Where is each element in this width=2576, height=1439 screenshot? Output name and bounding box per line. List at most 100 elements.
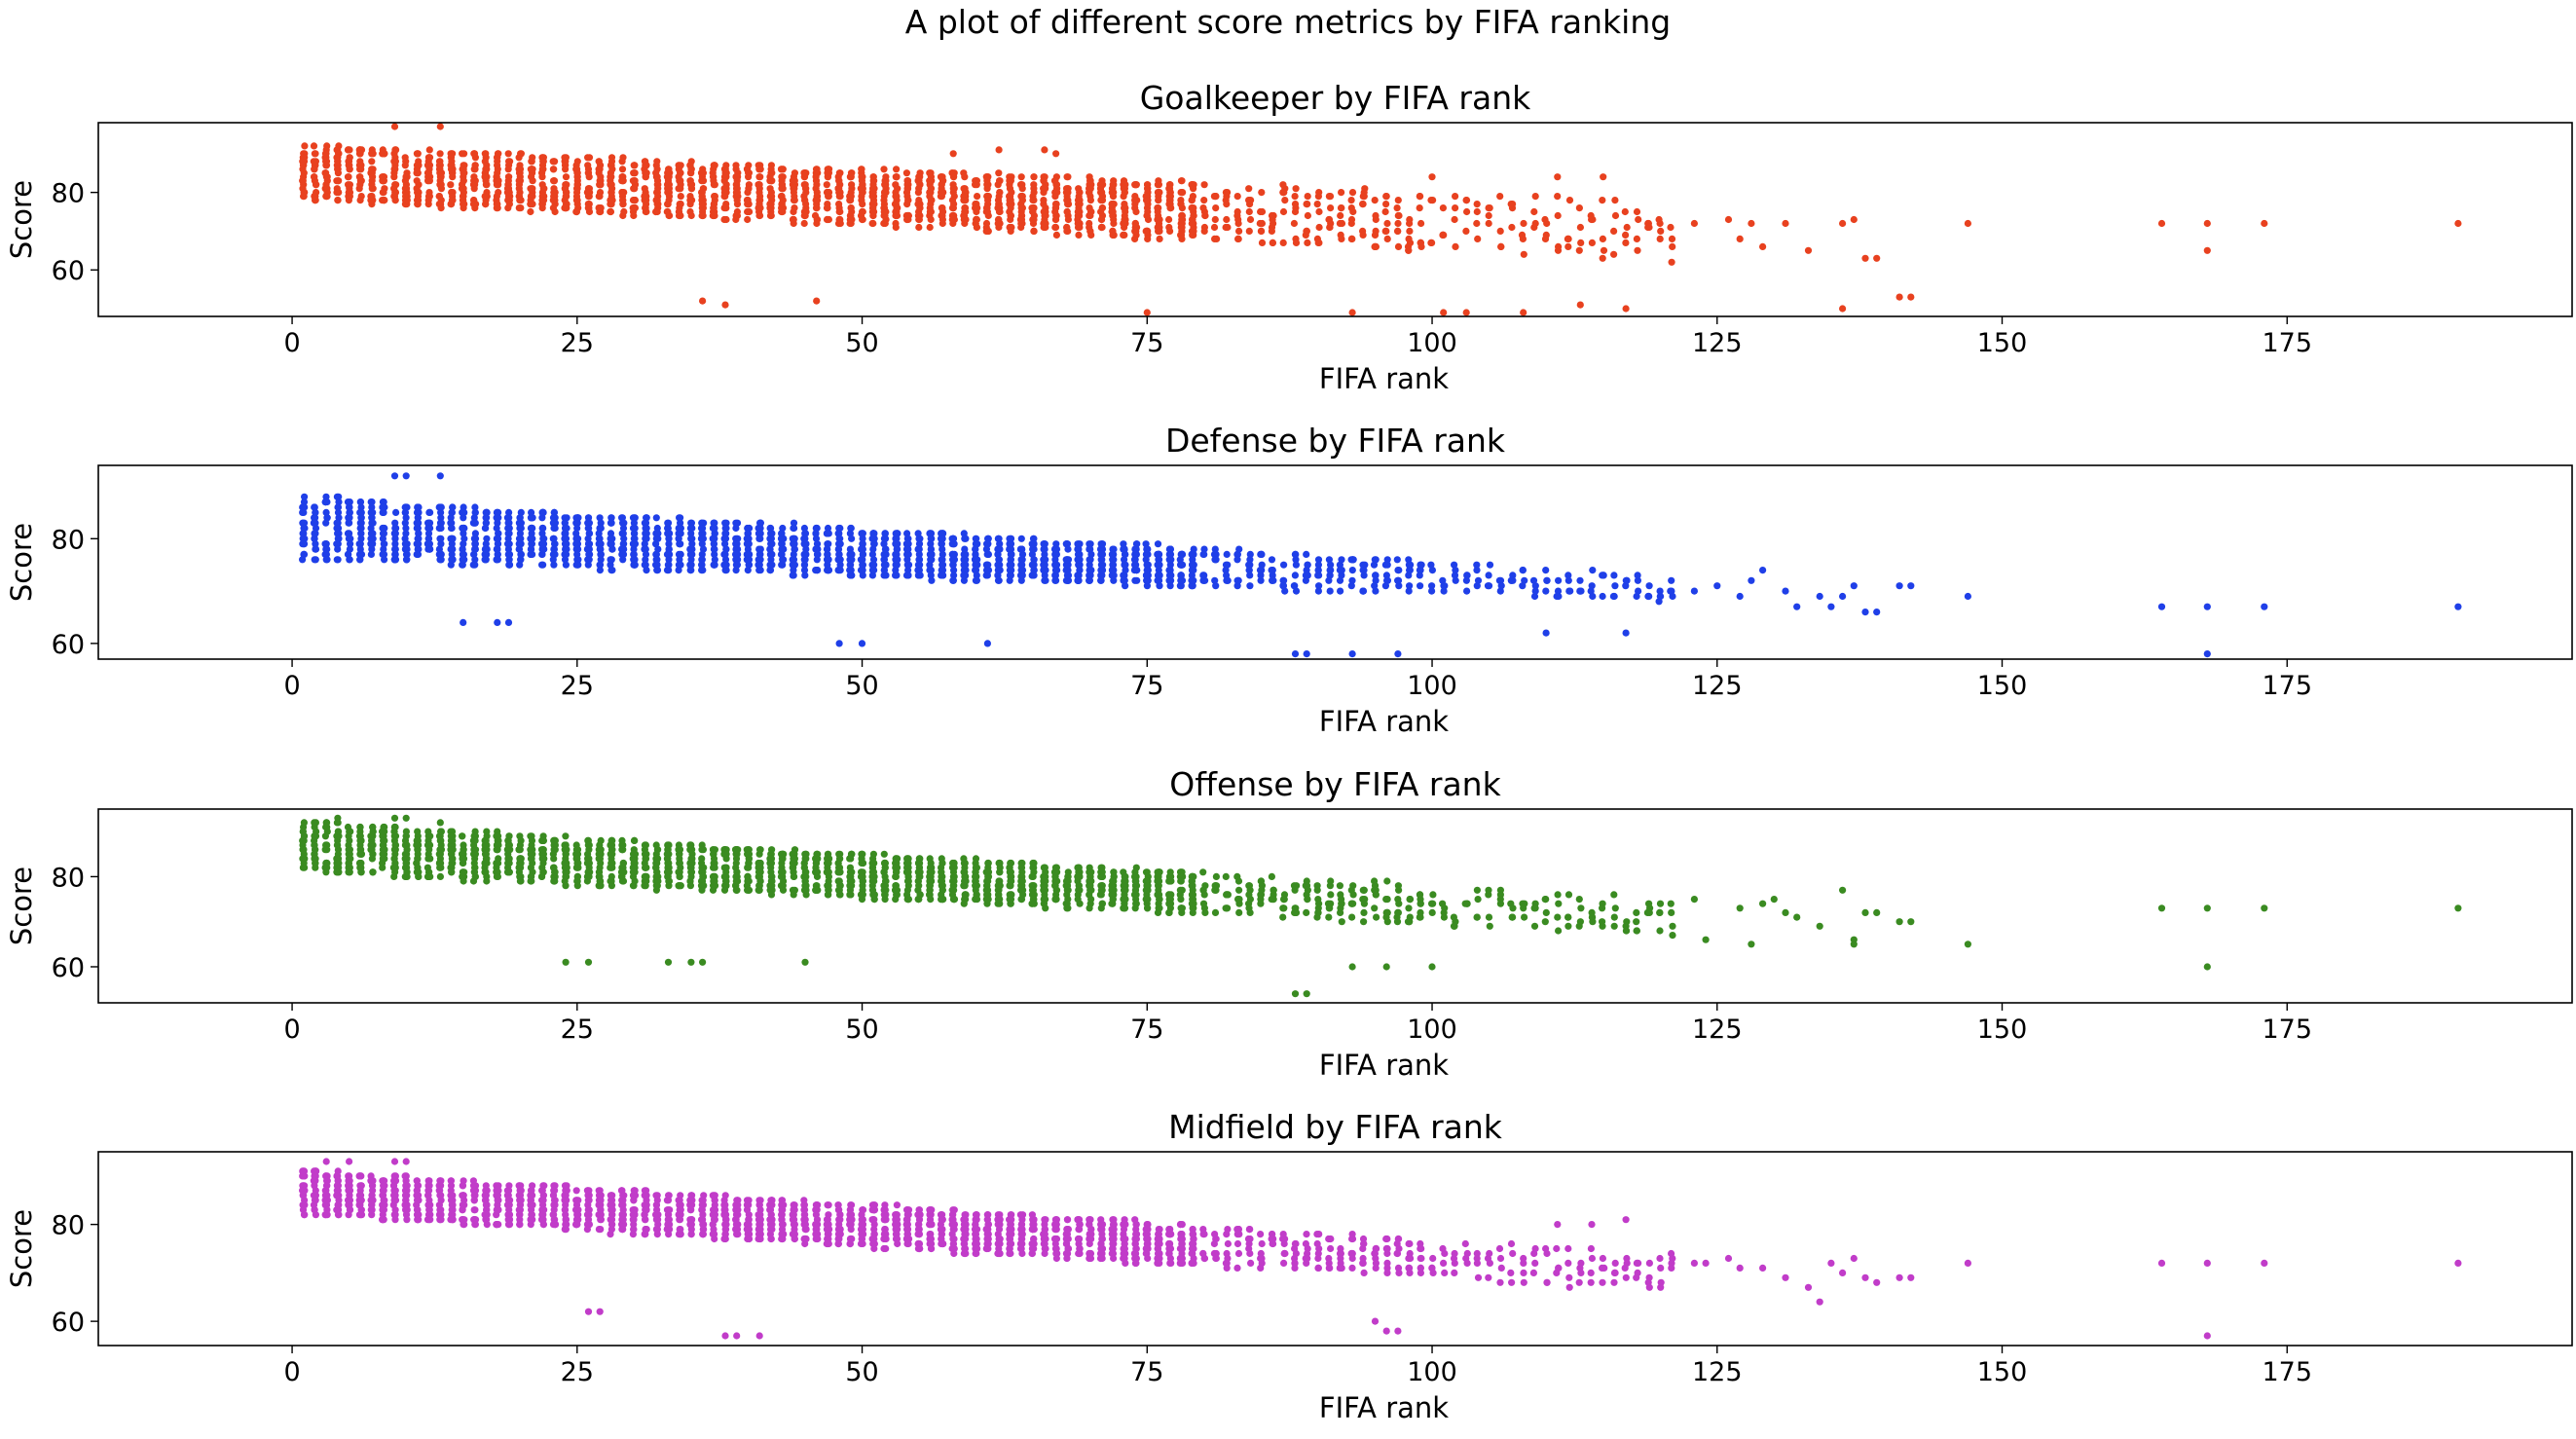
data-point — [1452, 204, 1459, 212]
data-point — [1669, 592, 1676, 601]
data-point — [1519, 567, 1527, 574]
data-point — [1372, 227, 1380, 235]
data-point — [1634, 246, 1641, 254]
data-point — [1177, 189, 1185, 197]
data-point — [812, 530, 820, 537]
data-point — [1531, 219, 1539, 228]
data-point — [515, 166, 523, 173]
data-point — [857, 185, 865, 193]
x-axis-label: FIFA rank — [1319, 362, 1449, 395]
data-point — [1110, 181, 1118, 189]
data-point — [778, 530, 786, 537]
data-point — [299, 540, 307, 548]
data-point — [664, 519, 673, 527]
data-point — [460, 503, 467, 511]
data-point — [334, 177, 343, 185]
data-point — [561, 556, 570, 564]
data-point — [1348, 235, 1356, 242]
data-point — [1507, 201, 1515, 208]
data-point — [471, 872, 479, 881]
data-point — [1759, 567, 1767, 574]
data-point — [665, 561, 673, 569]
data-point — [813, 189, 821, 197]
data-point — [1155, 227, 1162, 235]
data-point — [584, 169, 592, 177]
data-point — [960, 185, 968, 193]
data-point — [1645, 223, 1653, 232]
data-point — [367, 841, 375, 849]
data-point — [1668, 258, 1675, 266]
data-point — [1303, 567, 1310, 574]
data-point — [585, 189, 593, 197]
data-point — [698, 201, 706, 208]
data-point — [664, 550, 673, 559]
data-point — [355, 173, 363, 181]
data-point — [1633, 235, 1640, 242]
data-point — [1155, 197, 1162, 204]
data-point — [778, 207, 786, 216]
data-point — [950, 556, 959, 564]
data-point — [1007, 227, 1014, 235]
data-point — [1621, 207, 1629, 216]
data-point — [767, 211, 775, 220]
data-point — [381, 556, 388, 564]
data-point — [868, 189, 876, 197]
data-point — [1587, 211, 1595, 220]
data-point — [529, 177, 536, 185]
data-point — [972, 181, 979, 189]
data-point — [825, 567, 832, 574]
data-point — [528, 540, 535, 548]
data-point — [756, 211, 764, 220]
data-point — [437, 519, 445, 527]
data-point — [1383, 235, 1391, 242]
data-point — [984, 567, 993, 574]
data-point — [643, 169, 650, 177]
data-point — [367, 550, 375, 559]
y-tick-label: 60 — [52, 256, 85, 286]
data-point — [1246, 550, 1254, 559]
data-point — [1063, 207, 1071, 216]
data-point — [1782, 219, 1789, 228]
data-point — [1051, 207, 1059, 216]
data-point — [1337, 231, 1344, 239]
data-point — [1327, 204, 1335, 212]
data-point — [493, 832, 500, 840]
data-point — [1610, 592, 1618, 601]
data-point — [1383, 219, 1391, 228]
data-point — [1782, 587, 1789, 595]
data-point — [1279, 189, 1287, 197]
data-point — [401, 177, 409, 185]
data-point — [675, 173, 682, 181]
data-point — [1655, 215, 1663, 224]
data-point — [1485, 582, 1493, 590]
data-point — [481, 150, 489, 158]
data-point — [596, 193, 604, 201]
data-point — [1303, 650, 1310, 658]
data-point — [745, 535, 753, 542]
data-point — [402, 524, 410, 533]
data-point — [1155, 556, 1162, 564]
data-point — [847, 193, 855, 201]
data-point — [2261, 603, 2268, 610]
data-point — [812, 173, 820, 181]
data-point — [539, 158, 547, 166]
data-point — [824, 204, 831, 212]
data-point — [1143, 309, 1151, 316]
data-point — [927, 572, 935, 579]
data-point — [1086, 572, 1094, 579]
data-point — [516, 872, 524, 881]
data-point — [699, 567, 707, 574]
data-point — [1064, 572, 1072, 579]
data-point — [790, 535, 797, 542]
data-point — [631, 185, 639, 193]
data-point — [356, 181, 364, 189]
data-point — [1964, 592, 1971, 601]
data-point — [859, 207, 866, 216]
data-point — [1736, 592, 1744, 601]
data-point — [903, 545, 911, 553]
data-point — [493, 846, 500, 854]
data-point — [995, 146, 1003, 154]
data-point — [334, 154, 342, 162]
data-point — [1063, 556, 1071, 564]
